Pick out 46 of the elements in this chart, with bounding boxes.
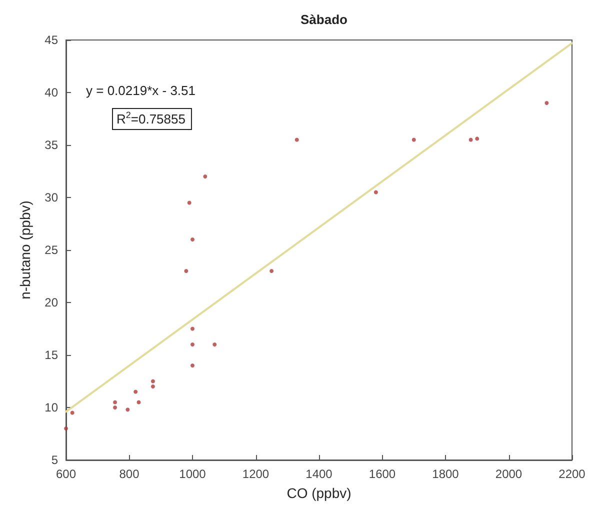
point: [190, 364, 194, 368]
point: [113, 400, 118, 404]
point: [184, 269, 188, 273]
y-tick-label: 45: [44, 33, 58, 47]
point: [70, 410, 74, 415]
point: [190, 238, 194, 242]
point: [468, 138, 473, 142]
point: [475, 136, 480, 141]
y-tick-label: 40: [44, 86, 58, 100]
point: [544, 101, 549, 105]
point: [64, 426, 68, 430]
x-tick-label: 2200: [558, 467, 586, 481]
x-tick-label: 600: [56, 467, 76, 481]
point: [212, 342, 217, 346]
y-axis-title: n-butano (ppbv): [17, 200, 33, 300]
x-axis-title: CO (ppbv): [286, 485, 352, 501]
point: [150, 379, 155, 384]
point: [190, 342, 194, 346]
point: [187, 200, 192, 205]
point: [203, 174, 208, 178]
annotation: y = 0.0219*x - 3.51: [86, 83, 196, 98]
point: [270, 269, 274, 273]
point: [190, 326, 194, 331]
point: [113, 406, 118, 410]
y-tick-label: 10: [44, 400, 58, 414]
chart-title: Sàbado: [300, 12, 348, 27]
x-tick-label: 1800: [432, 467, 460, 481]
y-tick-label: 35: [44, 138, 58, 152]
y-tick-label: 30: [44, 190, 58, 204]
point: [126, 408, 130, 412]
x-tick-label: 800: [119, 467, 140, 481]
point: [150, 384, 155, 388]
point: [136, 400, 141, 404]
y-tick-label: 5: [51, 453, 58, 467]
x-tick-label: 1200: [242, 467, 270, 481]
x-tick-label: 2000: [495, 467, 522, 481]
y-tick-label: 25: [44, 243, 58, 257]
x-tick-label: 1000: [179, 467, 206, 481]
y-tick-label: 15: [44, 348, 58, 362]
x-tick-label: 1600: [368, 467, 396, 481]
x-tick-label: 1400: [306, 467, 333, 481]
point: [134, 390, 138, 394]
y-tick-label: 20: [44, 296, 58, 310]
point: [412, 138, 416, 142]
point: [374, 190, 378, 194]
point: [294, 138, 299, 142]
